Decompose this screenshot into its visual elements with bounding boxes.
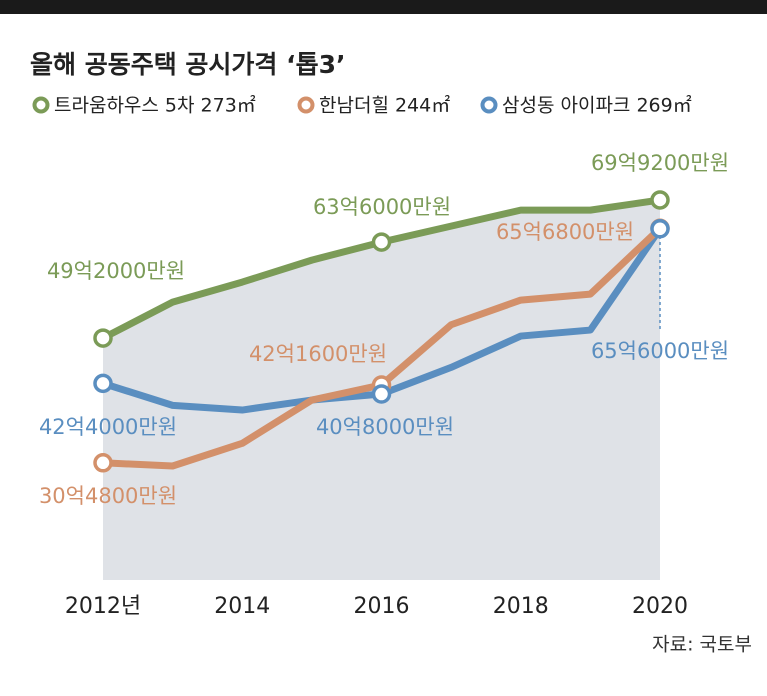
value-label: 30억4800만원 [39,484,177,508]
source: 자료: 국토부 [652,634,752,656]
legend-marker [32,96,50,114]
point-marker [93,373,113,394]
legend-label: 트라움하우스 5차 273㎡ [54,94,256,117]
legend-label: 한남더힐 244㎡ [319,94,450,117]
top-bar [0,0,767,14]
chart-title: 올해 공동주택 공시가격 ‘톱3’ [30,50,346,79]
point-marker [371,384,392,404]
point-marker [93,453,113,473]
value-label: 40억8000만원 [316,415,454,439]
value-label: 63억6000만원 [313,195,451,219]
legend-marker [297,96,315,114]
x-tick-label: 2014 [214,594,270,619]
legend-marker [480,96,498,114]
value-label: 69억9200만원 [591,151,729,175]
x-tick-label: 2016 [354,594,410,619]
point-marker [93,328,113,348]
point-marker [371,232,392,252]
value-label: 49억2000만원 [47,259,185,283]
x-tick-label: 2020 [632,594,688,619]
value-label: 65억6800만원 [496,220,634,244]
legend-label: 삼성동 아이파크 269㎡ [502,94,692,117]
x-tick-label: 2012년 [65,594,141,619]
point-marker [650,190,670,210]
x-tick-label: 2018 [493,594,549,619]
point-marker [650,219,670,239]
value-label: 42억4000만원 [39,415,177,439]
value-label: 42억1600만원 [249,342,387,366]
value-label: 65억6000만원 [591,339,729,363]
